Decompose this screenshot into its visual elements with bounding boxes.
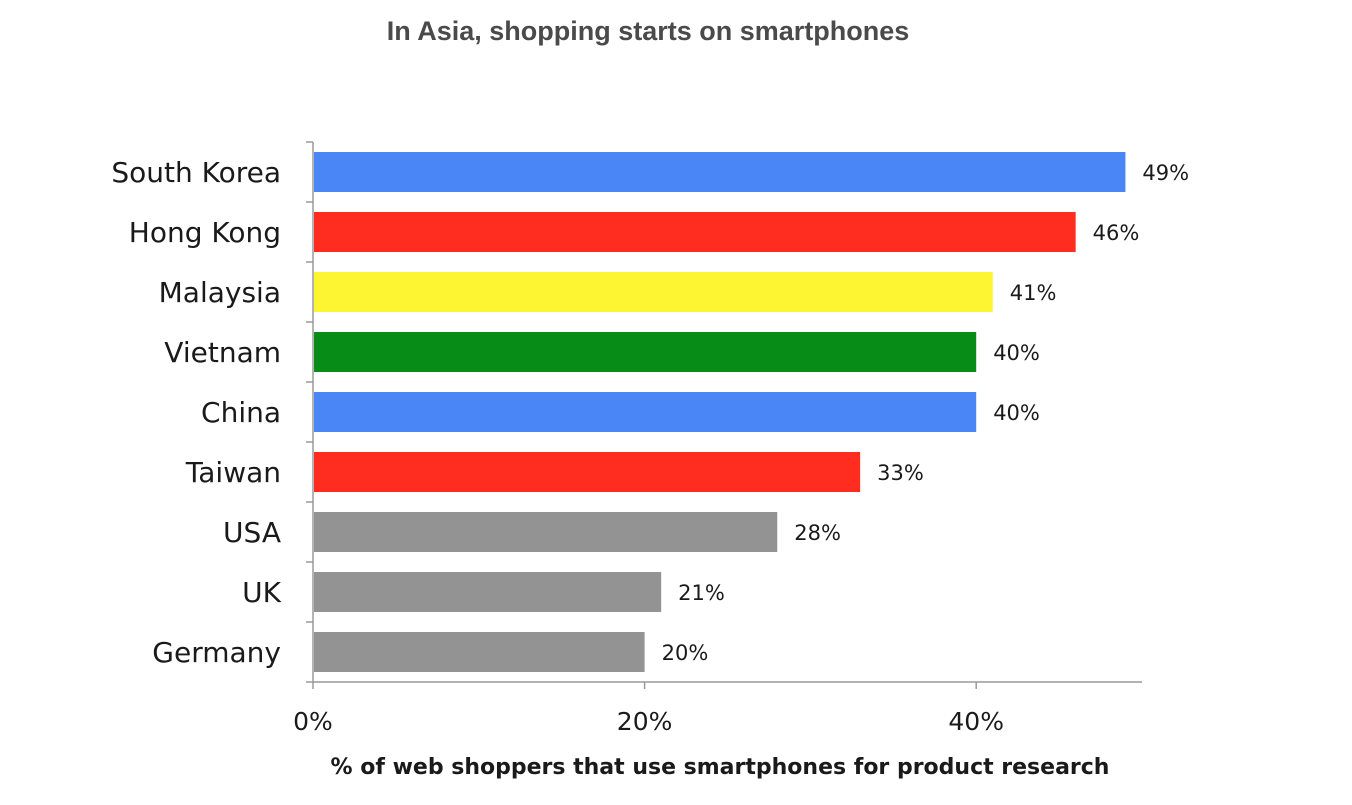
category-label: Vietnam (164, 336, 281, 369)
axes-layer: 0% 20% 40% (293, 141, 1142, 736)
data-label: 40% (993, 341, 1040, 365)
chart-title: In Asia, shopping starts on smartphones (387, 16, 910, 46)
bar (314, 392, 977, 432)
data-label: 20% (662, 641, 709, 665)
data-label: 21% (678, 581, 725, 605)
data-label: 49% (1142, 161, 1189, 185)
category-label: UK (242, 576, 281, 609)
category-label: China (201, 396, 281, 429)
data-label: 46% (1093, 221, 1140, 245)
bar (314, 332, 977, 372)
bar (314, 212, 1076, 252)
category-label: Hong Kong (129, 216, 281, 249)
bar (314, 632, 645, 672)
category-label: Malaysia (159, 276, 281, 309)
bar (314, 512, 778, 552)
bar (314, 152, 1126, 192)
x-tick-label: 20% (617, 707, 673, 736)
bars-layer: South Korea 49% Hong Kong 46% Malaysia 41% Vie… (111, 152, 1189, 672)
x-tick-label: 40% (948, 707, 1004, 736)
bar (314, 572, 662, 612)
category-label: South Korea (111, 156, 281, 189)
category-label: Taiwan (185, 456, 281, 489)
data-label: 41% (1010, 281, 1057, 305)
x-tick-label: 0% (293, 707, 333, 736)
x-axis-label: % of web shoppers that use smartphones f… (331, 755, 1110, 780)
category-label: Germany (152, 636, 281, 669)
data-label: 33% (877, 461, 924, 485)
data-label: 28% (794, 521, 841, 545)
bar (314, 272, 993, 312)
category-label: USA (223, 516, 281, 549)
data-label: 40% (993, 401, 1040, 425)
bar (314, 452, 861, 492)
